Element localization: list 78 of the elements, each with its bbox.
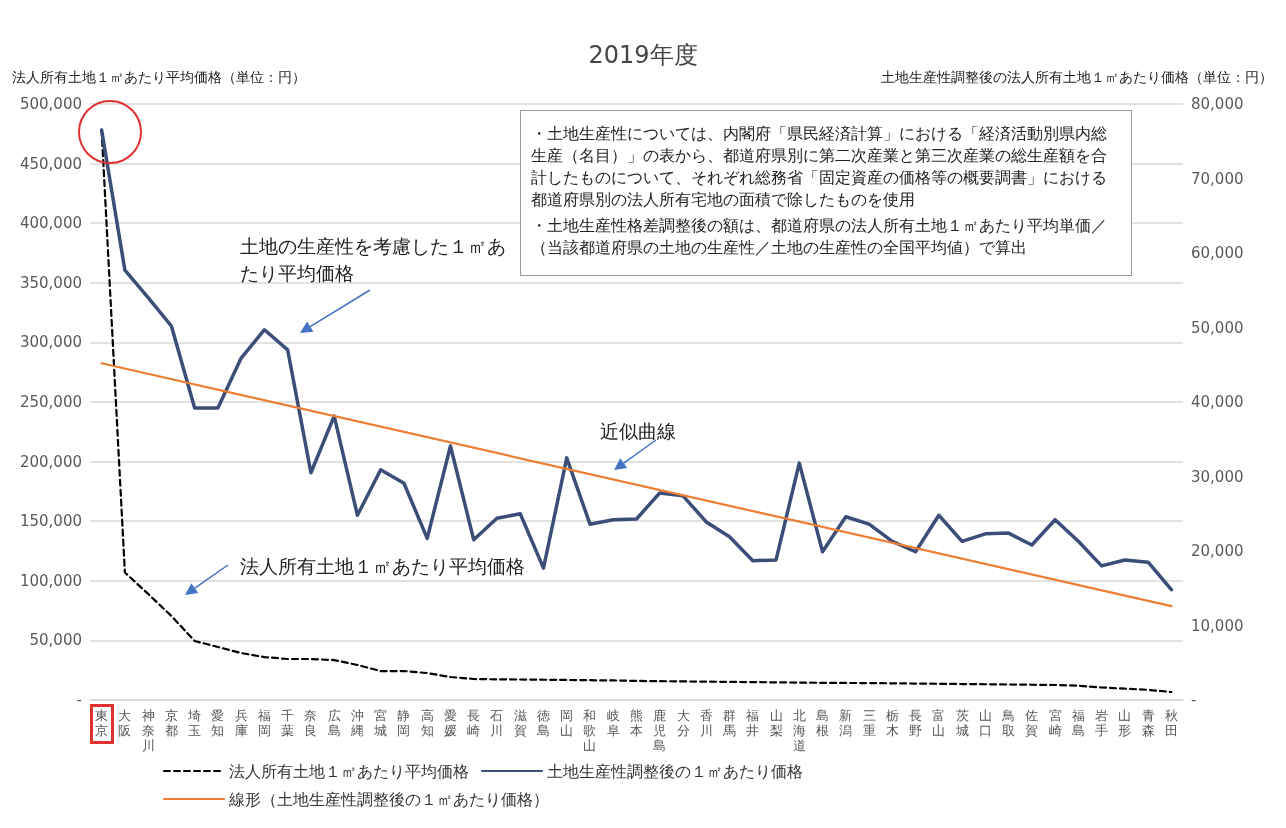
x-tick-label: 滋賀	[513, 708, 527, 738]
x-tick-label: 新潟	[839, 708, 853, 738]
x-tick-label: 愛知	[211, 708, 225, 738]
y2-tick-label: 30,000	[1191, 467, 1244, 486]
y2-axis-title: 土地生産性調整後の法人所有土地１㎡あたり価格（単位：円）	[881, 69, 1273, 85]
x-tick-label: 秋田	[1164, 708, 1178, 738]
x-tick-label: 三重	[862, 708, 876, 738]
x-tick-label: 東京	[95, 708, 109, 738]
x-tick-label: 北海道	[792, 708, 806, 753]
y2-tick-label: 50,000	[1191, 318, 1244, 337]
y2-tick-label: 20,000	[1191, 542, 1244, 560]
y-tick-label: 450,000	[19, 154, 82, 173]
annotation: 土地の生産性を考慮した１㎡あたり平均価格	[240, 234, 507, 286]
x-tick-label: 長崎	[467, 708, 481, 738]
y-tick-label: 50,000	[29, 631, 82, 650]
x-tick-label: 福井	[746, 708, 760, 738]
x-tick-label: 茨城	[954, 708, 969, 738]
y-axis-title: 法人所有土地１㎡あたり平均価格（単位：円）	[12, 69, 306, 85]
x-tick-label: 埼玉	[187, 708, 202, 738]
x-tick-label: 兵庫	[234, 708, 248, 738]
x-tick-label: 山梨	[769, 708, 783, 738]
x-tick-label: 山形	[1118, 708, 1132, 738]
x-tick-label: 鹿児島	[653, 708, 667, 753]
x-tick-label: 福岡	[257, 708, 271, 738]
x-tick-label: 青森	[1141, 708, 1155, 738]
x-tick-label: 栃木	[885, 708, 899, 738]
x-tick-label: 静岡	[397, 708, 411, 738]
y-tick-label: 350,000	[19, 273, 82, 292]
x-tick-label: 岡山	[560, 708, 574, 738]
x-tick-label: 広島	[327, 708, 341, 738]
x-tick-label: 福島	[1071, 708, 1085, 738]
y-tick-label: 100,000	[19, 571, 82, 590]
x-tick-label: 神奈川	[141, 708, 155, 753]
legend-label: 土地生産性調整後の１㎡あたり価格	[547, 761, 803, 781]
x-tick-label: 岩手	[1095, 708, 1109, 738]
y2-tick-label: 60,000	[1191, 244, 1244, 262]
x-tick-label: 群馬	[722, 708, 737, 738]
y2-tick-label: 40,000	[1191, 393, 1244, 411]
x-tick-label: 熊本	[630, 708, 643, 738]
y-tick-label: 200,000	[19, 452, 82, 471]
y-tick-label: 400,000	[19, 214, 82, 233]
y-tick-label: 250,000	[19, 393, 82, 411]
x-tick-label: 長野	[909, 708, 923, 738]
x-tick-label: 宮崎	[1048, 708, 1062, 738]
x-tick-label: 香川	[699, 708, 713, 738]
chart-title: 2019年度	[588, 41, 698, 69]
y-tick-label: 300,000	[19, 333, 82, 352]
y2-tick-label: 70,000	[1191, 169, 1244, 188]
x-tick-label: 愛媛	[443, 708, 457, 738]
legend-label: 法人所有土地１㎡あたり平均価格	[229, 761, 469, 781]
x-tick-label: 高知	[420, 708, 434, 738]
x-tick-label: 奈良	[304, 708, 318, 738]
x-tick-label: 大阪	[118, 708, 132, 738]
x-tick-label: 岐阜	[606, 708, 620, 738]
x-tick-label: 沖縄	[349, 708, 364, 738]
legend-label: 線形（土地生産性調整後の１㎡あたり価格）	[228, 789, 549, 809]
annotation: ・土地生産性については、内閣府「県民経済計算」における「経済活動別県内総生産（名目）」の表から、都道府県別に第二次産業と第三次産業の総生産額を合計したものについて、それぞれ総務省「固定資産の価格等の概要調書」における都道府県別の法人所有宅地の面積で除したものを使用	[531, 123, 1108, 211]
y-tick-label: 150,000	[19, 512, 82, 531]
x-tick-label: 石川	[490, 708, 504, 738]
y2-tick-label: -	[1191, 691, 1197, 709]
x-tick-label: 大分	[676, 708, 690, 738]
annotation: 法人所有土地１㎡あたり平均価格	[240, 554, 526, 579]
x-tick-label: 千葉	[281, 708, 295, 738]
x-tick-label: 和歌山	[583, 708, 597, 753]
annotation: ・土地生産性格差調整後の額は、都道府県の法人所有土地１㎡あたり平均単価／（当該都道府県の土地の生産性／土地の生産性の全国平均値）で算出	[531, 215, 1108, 259]
annotation: 近似曲線	[600, 419, 677, 444]
x-tick-label: 宮城	[373, 708, 388, 738]
x-tick-label: 佐賀	[1025, 708, 1039, 738]
x-tick-label: 鳥取	[1001, 708, 1016, 738]
x-tick-label: 富山	[932, 708, 946, 738]
y2-tick-label: 80,000	[1191, 95, 1244, 113]
x-tick-label: 京都	[164, 708, 178, 738]
x-tick-label: 徳島	[536, 708, 550, 738]
x-tick-label: 山口	[978, 708, 992, 738]
y-tick-label: 500,000	[19, 95, 82, 113]
y2-tick-label: 10,000	[1191, 616, 1244, 635]
x-tick-label: 島根	[816, 708, 830, 738]
y-tick-label: -	[76, 691, 82, 709]
